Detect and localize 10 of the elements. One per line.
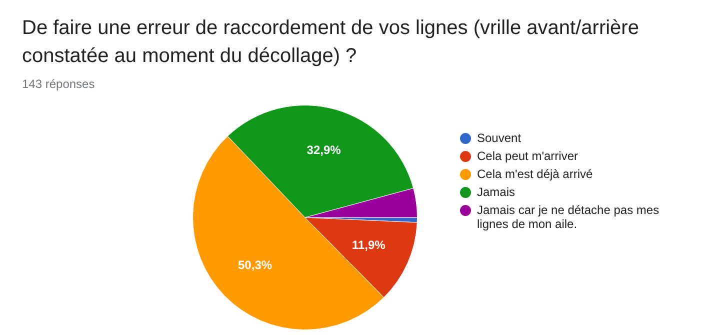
legend-label: Jamais car je ne détache pas mes lignes de mon aile.	[477, 203, 660, 231]
data-label: 50,3%	[238, 258, 272, 272]
legend-label: Cela peut m'arriver	[477, 149, 578, 163]
legend-label: Cela m'est déjà arrivé	[477, 167, 593, 181]
legend-label: Souvent	[477, 131, 522, 145]
data-label: 11,9%	[352, 238, 386, 252]
text: 143 réponses	[22, 77, 95, 91]
data-label: 32,9%	[306, 142, 342, 157]
legend-label: Jamais	[477, 185, 516, 199]
chart-title: De faire une erreur de raccordement de vos lignes (vrille avant/arrière constatée au moment du décollage) ?	[22, 16, 640, 69]
